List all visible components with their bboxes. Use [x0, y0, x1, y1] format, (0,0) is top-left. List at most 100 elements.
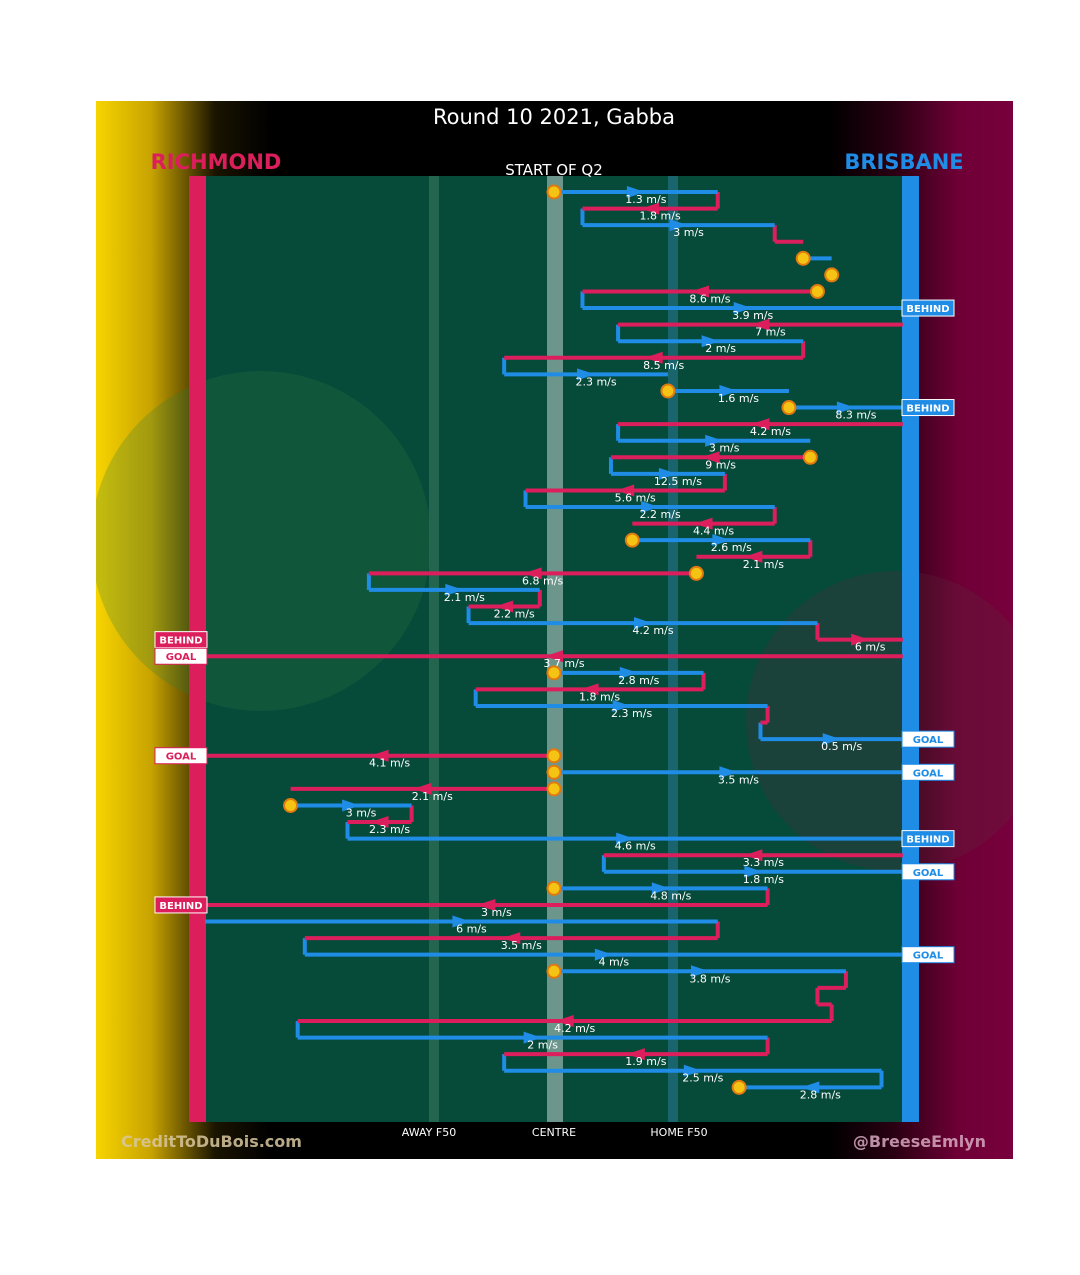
- chain-direction-arrow: [701, 451, 720, 464]
- chain-direction-arrow: [744, 550, 763, 563]
- chain-direction-arrow: [719, 766, 738, 779]
- speed-label: 2.6 m/s: [711, 541, 752, 554]
- x-tick-home-f50: HOME F50: [650, 1126, 707, 1139]
- speed-label: 4.2 m/s: [554, 1022, 595, 1035]
- speed-label: 2.1 m/s: [412, 790, 453, 803]
- score-badge-label: BEHIND: [159, 901, 202, 912]
- speed-label: 2.2 m/s: [640, 508, 681, 521]
- chain-chart-poster: Round 10 2021, Gabba RICHMOND BRISBANE S…: [96, 101, 1013, 1159]
- chain-direction-arrow: [502, 932, 521, 945]
- stoppage-marker: [546, 764, 562, 780]
- chain-direction-arrow: [619, 666, 638, 679]
- speed-label: 4.2 m/s: [632, 624, 673, 637]
- chain-direction-arrow: [751, 418, 770, 431]
- score-badge: [901, 946, 955, 964]
- speed-label: 4.4 m/s: [693, 525, 734, 538]
- speed-label: 2.2 m/s: [494, 608, 535, 621]
- speed-label: 2.3 m/s: [611, 707, 652, 720]
- speed-label: 3.9 m/s: [732, 309, 773, 322]
- speed-label: 3 m/s: [481, 906, 512, 919]
- chain-direction-arrow: [836, 401, 855, 414]
- chain-direction-arrow: [612, 699, 631, 712]
- start-of-quarter-label: START OF Q2: [505, 161, 603, 179]
- chain-direction-arrow: [694, 517, 713, 530]
- tiger-logo-watermark: [96, 371, 431, 711]
- richmond-team-label: RICHMOND: [151, 150, 282, 174]
- score-badge: [901, 730, 955, 748]
- speed-label: 2.3 m/s: [369, 823, 410, 836]
- score-badge-label: GOAL: [166, 652, 197, 663]
- speed-label: 2.8 m/s: [800, 1088, 841, 1101]
- stoppage-marker: [546, 880, 562, 896]
- chain-direction-arrow: [477, 898, 496, 911]
- stoppage-marker: [824, 267, 840, 283]
- chain-direction-arrow: [690, 965, 709, 978]
- stoppage-marker: [283, 797, 299, 813]
- speed-label: 3.8 m/s: [689, 972, 730, 985]
- speed-label: 1.6 m/s: [718, 392, 759, 405]
- home-f50-line: [668, 176, 678, 1122]
- score-badge: [154, 747, 208, 765]
- chain-direction-arrow: [626, 1048, 645, 1061]
- score-badge: [154, 631, 208, 649]
- stoppage-marker: [546, 184, 562, 200]
- stoppage-marker: [688, 565, 704, 581]
- speed-label: 3.5 m/s: [501, 939, 542, 952]
- score-badge-label: GOAL: [166, 752, 197, 763]
- speed-label: 2.5 m/s: [682, 1072, 723, 1085]
- chain-direction-arrow: [616, 832, 635, 845]
- chain-direction-arrow: [683, 1064, 702, 1077]
- chain-direction-arrow: [712, 534, 731, 547]
- chain-direction-arrow: [701, 335, 720, 348]
- chain-direction-arrow: [705, 434, 724, 447]
- chain-direction-arrow: [413, 782, 432, 795]
- chain-direction-arrow: [555, 1015, 574, 1027]
- score-badge-label: BEHIND: [159, 636, 202, 647]
- score-badge: [901, 399, 955, 417]
- x-tick-away-f50: AWAY F50: [402, 1126, 456, 1139]
- speed-label: 2.8 m/s: [618, 674, 659, 687]
- chain-direction-arrow: [641, 501, 660, 514]
- chain-direction-arrow: [744, 849, 763, 862]
- speed-label: 1.3 m/s: [625, 193, 666, 206]
- chain-direction-arrow: [370, 749, 389, 762]
- speed-label: 8.3 m/s: [835, 409, 876, 422]
- stoppage-marker: [660, 383, 676, 399]
- chain-direction-arrow: [669, 219, 688, 232]
- speed-label: 2.1 m/s: [743, 558, 784, 571]
- speed-label: 1.8 m/s: [579, 690, 620, 703]
- speed-label: 0.5 m/s: [821, 740, 862, 753]
- speed-label: 3 m/s: [673, 226, 704, 239]
- chain-direction-arrow: [626, 186, 645, 198]
- chain-direction-arrow: [523, 1031, 542, 1044]
- speed-label: 1.9 m/s: [625, 1055, 666, 1068]
- speed-label: 3.3 m/s: [743, 856, 784, 869]
- speed-label: 6.8 m/s: [522, 574, 563, 587]
- chain-direction-arrow: [744, 865, 763, 878]
- score-badge: [154, 647, 208, 665]
- chain-direction-arrow: [641, 202, 660, 215]
- chain-direction-arrow: [801, 1081, 820, 1094]
- chain-chart: Round 10 2021, Gabba RICHMOND BRISBANE S…: [96, 105, 1013, 1151]
- speed-label: 4.2 m/s: [750, 425, 791, 438]
- stoppage-marker: [546, 748, 562, 764]
- speed-label: 8.6 m/s: [689, 292, 730, 305]
- score-badge-label: GOAL: [913, 768, 944, 779]
- brisbane-team-label: BRISBANE: [844, 150, 963, 174]
- stoppage-marker: [546, 781, 562, 797]
- chain-direction-arrow: [651, 882, 670, 895]
- chain-direction-arrow: [634, 617, 652, 630]
- score-badge: [901, 863, 955, 881]
- chain-direction-arrow: [851, 633, 870, 646]
- chain-direction-arrow: [342, 799, 361, 812]
- stoppage-marker: [802, 449, 818, 465]
- speed-label: 4.1 m/s: [369, 757, 410, 770]
- score-badge-label: BEHIND: [906, 404, 949, 415]
- stoppage-marker: [546, 963, 562, 979]
- chain-direction-arrow: [495, 600, 514, 613]
- chain-direction-arrow: [452, 915, 471, 928]
- chart-title: Round 10 2021, Gabba: [433, 105, 675, 129]
- score-badge-label: BEHIND: [906, 835, 949, 846]
- chain-direction-arrow: [616, 484, 635, 497]
- chain-direction-arrow: [370, 816, 389, 829]
